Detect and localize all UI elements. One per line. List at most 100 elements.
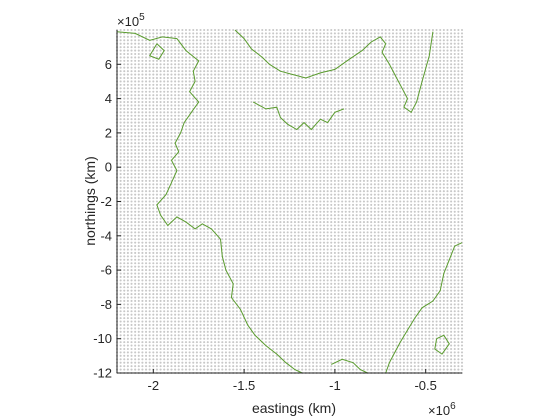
data-point	[399, 217, 402, 220]
data-point	[261, 351, 264, 354]
data-point	[450, 214, 453, 217]
data-point	[184, 303, 188, 306]
data-point	[417, 303, 420, 306]
data-point	[199, 323, 202, 327]
data-point	[199, 282, 202, 285]
data-point	[253, 327, 257, 330]
data-point	[460, 238, 464, 241]
data-point	[322, 217, 326, 220]
data-point	[424, 210, 427, 213]
data-point	[184, 203, 188, 206]
data-point	[206, 296, 209, 299]
data-point	[286, 241, 289, 244]
data-point	[206, 238, 209, 241]
data-point	[123, 286, 126, 289]
data-point	[174, 317, 177, 320]
data-point	[203, 265, 206, 268]
data-point	[275, 231, 278, 234]
data-point	[286, 323, 289, 327]
data-point	[210, 279, 213, 282]
data-point	[272, 323, 275, 327]
data-point	[206, 234, 209, 237]
data-point	[148, 275, 151, 279]
data-point	[152, 279, 155, 282]
data-point	[460, 275, 464, 279]
data-point	[163, 227, 166, 230]
data-point	[203, 245, 206, 248]
data-point	[155, 347, 158, 351]
data-point	[286, 238, 289, 241]
data-point	[243, 245, 246, 248]
data-point	[326, 361, 329, 364]
data-point	[301, 217, 304, 220]
data-point	[424, 207, 427, 210]
data-point	[283, 306, 286, 309]
data-point	[279, 275, 282, 279]
data-point	[460, 214, 464, 217]
data-point	[257, 334, 260, 337]
data-point	[435, 231, 438, 234]
data-point	[177, 347, 180, 351]
data-point	[344, 293, 347, 296]
data-point	[373, 354, 376, 357]
data-point	[152, 282, 155, 285]
data-point	[417, 210, 420, 213]
data-point	[239, 313, 242, 316]
data-point	[228, 361, 231, 364]
data-point	[384, 234, 387, 237]
data-point	[341, 231, 344, 234]
data-point	[417, 282, 420, 285]
data-point	[275, 279, 278, 282]
data-point	[257, 289, 260, 292]
data-point	[155, 286, 158, 289]
data-point	[141, 217, 144, 220]
data-point	[377, 234, 380, 237]
data-point	[431, 344, 435, 347]
data-point	[395, 323, 398, 327]
data-point	[457, 327, 460, 330]
data-point	[337, 241, 340, 244]
data-point	[337, 245, 340, 248]
data-point	[286, 347, 289, 351]
data-point	[421, 221, 424, 224]
data-point	[286, 275, 289, 279]
data-point	[377, 214, 380, 217]
data-point	[301, 245, 304, 248]
data-point	[333, 313, 336, 316]
data-point	[290, 303, 293, 306]
data-point	[177, 344, 180, 347]
data-point	[268, 251, 271, 254]
data-point	[402, 337, 405, 340]
data-point	[152, 327, 155, 330]
data-point	[330, 217, 333, 220]
data-point	[283, 337, 286, 340]
data-point	[366, 245, 369, 248]
data-point	[145, 197, 148, 200]
data-point	[297, 203, 300, 206]
data-point	[210, 207, 213, 210]
data-point	[308, 293, 311, 296]
data-point	[370, 265, 373, 268]
data-point	[337, 330, 340, 333]
data-point	[188, 245, 191, 248]
data-point	[362, 306, 366, 309]
data-point	[417, 224, 420, 227]
data-point	[250, 306, 253, 309]
data-point	[301, 227, 304, 230]
data-point	[210, 238, 213, 241]
data-point	[272, 275, 275, 279]
data-point	[188, 251, 191, 254]
data-point	[402, 200, 405, 203]
data-point	[159, 262, 162, 265]
data-point	[308, 320, 311, 323]
data-point	[239, 210, 242, 213]
data-point	[123, 214, 126, 217]
data-point	[428, 275, 431, 279]
data-point	[322, 313, 326, 316]
data-point	[362, 354, 366, 357]
data-point	[421, 344, 424, 347]
data-point	[272, 303, 275, 306]
data-point	[413, 203, 416, 206]
data-point	[301, 354, 304, 357]
data-point	[395, 245, 398, 248]
